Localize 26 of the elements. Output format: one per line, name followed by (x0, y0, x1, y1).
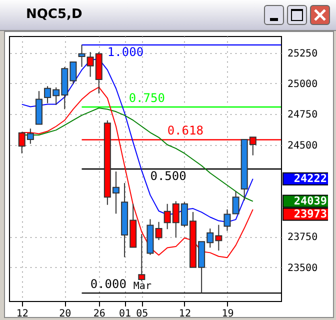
x-tick-label: 05 (136, 308, 148, 320)
x-tick-label: 12 (16, 308, 28, 320)
ref-line-label: 1.000 (107, 44, 144, 59)
y-tick-label: 24500 (288, 140, 318, 152)
ref-line-label: 0.618 (167, 124, 204, 138)
text: 24222 (294, 172, 327, 185)
text: 24039 (294, 194, 327, 208)
candlestick (232, 190, 240, 214)
y-tick-label: 25250 (288, 48, 318, 60)
y-tick-label: 23500 (288, 262, 318, 274)
chart-title: NQC5,D (26, 7, 82, 22)
x-tick-label: 12 (178, 308, 191, 320)
x-tick-label: 01 (119, 308, 132, 320)
candlestick (224, 208, 231, 232)
x-tick-label: 26 (93, 308, 106, 320)
x-tick-label: 19 (222, 308, 234, 320)
ref-line-label: 0.000 (90, 277, 126, 292)
ref-line-label: 0.500 (150, 168, 186, 183)
y-tick-label: 23750 (288, 232, 318, 244)
y-tick-label: 25000 (288, 78, 318, 90)
annotation: Mar (133, 281, 152, 292)
x-tick-label: 20 (59, 308, 72, 320)
ref-line-label: 0.750 (128, 90, 165, 105)
y-tick-label: 24750 (288, 110, 318, 121)
candlestick (155, 221, 162, 241)
text: 23973 (294, 207, 327, 220)
